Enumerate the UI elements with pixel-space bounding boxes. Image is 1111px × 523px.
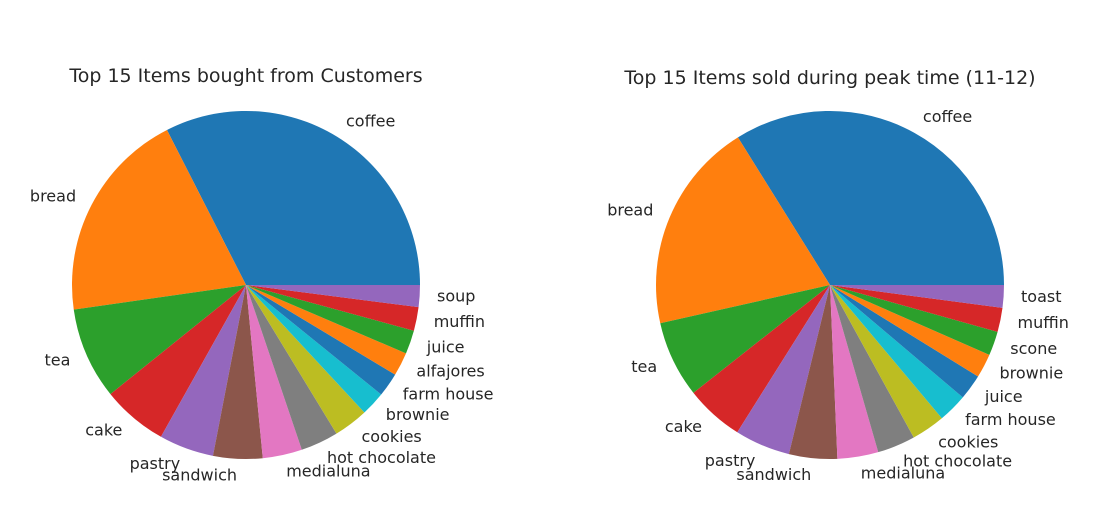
slice-label-muffin: muffin <box>1018 313 1069 332</box>
slice-hot-chocolate <box>830 285 914 453</box>
slice-label-medialuna: medialuna <box>861 463 945 482</box>
slice-label-coffee: coffee <box>923 107 972 126</box>
slice-farm-house <box>830 285 963 419</box>
slice-alfajores <box>246 285 407 375</box>
slice-muffin <box>246 285 419 331</box>
slice-label-sandwich: sandwich <box>162 466 237 485</box>
slice-label-hot-chocolate: hot chocolate <box>903 451 1012 470</box>
slice-brownie <box>246 285 382 413</box>
slice-soup <box>246 285 420 308</box>
slice-juice <box>830 285 979 398</box>
slice-label-pastry: pastry <box>130 454 181 473</box>
slice-label-medialuna: medialuna <box>286 462 370 481</box>
slice-coffee <box>737 110 1005 286</box>
slice-hot-chocolate <box>246 285 337 450</box>
slice-label-farm-house: farm house <box>965 410 1056 429</box>
slice-label-cake: cake <box>85 421 122 440</box>
pie-chart-right: Top 15 Items sold during peak time (11-1… <box>607 67 1069 484</box>
slices-right <box>656 110 1005 459</box>
slice-bread <box>72 129 246 310</box>
slice-pastry <box>160 285 246 456</box>
chart-title-left: Top 15 Items bought from Customers <box>68 65 422 87</box>
slice-label-pastry: pastry <box>705 451 756 470</box>
slice-label-bread: bread <box>607 201 653 220</box>
slice-bread <box>656 137 830 324</box>
slice-cookies <box>830 285 942 438</box>
slice-cookies <box>246 285 365 434</box>
slice-label-muffin: muffin <box>434 312 485 331</box>
slice-brownie <box>830 285 990 377</box>
slice-medialuna <box>830 285 879 459</box>
slice-label-soup: soup <box>437 287 475 306</box>
slice-juice <box>246 285 414 354</box>
slice-tea <box>660 285 830 393</box>
slice-label-juice: juice <box>984 387 1023 406</box>
slice-label-coffee: coffee <box>346 111 395 130</box>
slice-label-tea: tea <box>44 351 70 370</box>
slice-label-tea: tea <box>631 357 657 376</box>
slice-label-toast: toast <box>1021 287 1061 306</box>
slice-coffee <box>166 110 420 285</box>
slice-medialuna <box>246 285 302 459</box>
slice-label-alfajores: alfajores <box>416 362 484 381</box>
slice-label-brownie: brownie <box>1000 363 1064 382</box>
slice-label-cookies: cookies <box>938 432 998 451</box>
slices-left <box>72 110 420 460</box>
slice-label-cake: cake <box>665 417 702 436</box>
chart-title-right: Top 15 Items sold during peak time (11-1… <box>623 67 1035 89</box>
slice-muffin <box>830 285 1003 332</box>
slice-label-farm-house: farm house <box>403 384 494 403</box>
slice-cake <box>110 285 247 437</box>
slice-label-cookies: cookies <box>362 427 422 446</box>
slice-label-juice: juice <box>426 337 465 356</box>
pie-chart-left: Top 15 Items bought from Customers coffe… <box>30 65 494 485</box>
slice-label-bread: bread <box>30 186 76 205</box>
slice-tea <box>73 285 246 395</box>
slice-sandwich <box>788 285 838 459</box>
slice-cake <box>693 285 830 433</box>
slice-label-scone: scone <box>1010 339 1057 358</box>
slice-toast <box>830 285 1004 308</box>
slice-farm-house <box>246 285 396 395</box>
slice-label-sandwich: sandwich <box>736 465 811 484</box>
slice-label-brownie: brownie <box>386 405 450 424</box>
slice-sandwich <box>212 285 263 460</box>
slice-label-hot-chocolate: hot chocolate <box>327 448 436 467</box>
slice-scone <box>830 285 998 355</box>
slice-pastry <box>737 285 830 455</box>
